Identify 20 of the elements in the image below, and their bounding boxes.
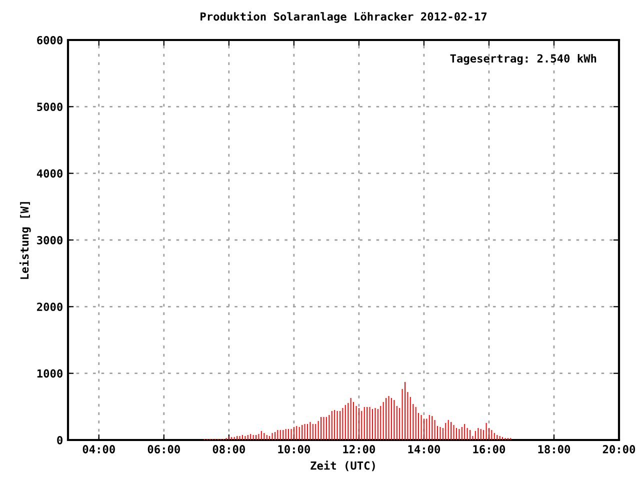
- x-tick-label: 10:00: [278, 445, 310, 454]
- x-tick-label: 06:00: [148, 445, 180, 454]
- annotation: Tagesertrag: 2.540 kWh: [450, 54, 596, 65]
- chart-title: Produktion Solaranlage Löhracker 2012-02-17: [200, 12, 486, 23]
- x-tick-label: 04:00: [82, 445, 115, 454]
- x-tick-label: 20:00: [602, 445, 636, 454]
- y-tick-label: 6000: [37, 36, 62, 44]
- y-axis-title: Leistung [W]: [19, 202, 31, 279]
- y-tick-label: 1000: [37, 369, 62, 378]
- y-tick-label: 5000: [37, 102, 62, 112]
- x-tick-label: 16:00: [473, 445, 506, 454]
- x-tick-label: 08:00: [212, 445, 245, 454]
- y-tick-label: 4000: [36, 169, 62, 178]
- y-tick-label: 0: [57, 436, 62, 444]
- x-tick-label: 14:00: [408, 445, 440, 454]
- y-tick-label: 2000: [37, 302, 62, 312]
- x-axis-title: Zeit (UTC): [310, 460, 375, 472]
- x-tick-label: 12:00: [343, 445, 375, 454]
- y-tick-label: 3000: [37, 236, 62, 244]
- x-tick-label: 18:00: [538, 445, 570, 454]
